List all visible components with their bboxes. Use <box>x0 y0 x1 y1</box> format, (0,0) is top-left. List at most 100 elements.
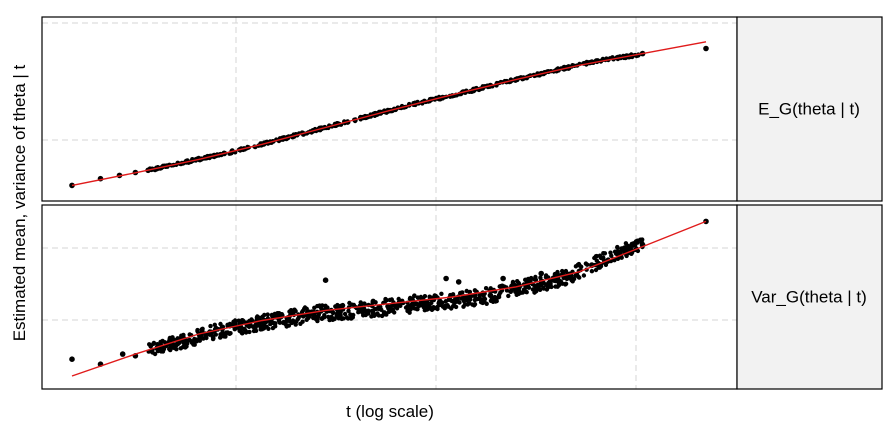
panel-variance-point-band <box>146 237 645 357</box>
panel-variance-band-point <box>601 255 606 260</box>
panel-variance-band-point <box>484 301 489 306</box>
panel-variance-band-point <box>148 344 153 349</box>
panel-variance-point <box>183 337 189 344</box>
panel-variance-band-point <box>506 293 511 299</box>
panel-variance-band-point <box>334 314 339 319</box>
panel-variance-band-point <box>412 306 417 311</box>
panel-variance-band-point <box>326 314 331 320</box>
panel-variance-band-point <box>525 284 531 290</box>
panel-variance-band-point <box>152 351 158 357</box>
panel-variance-band-point <box>276 313 281 318</box>
panel-variance-band-point <box>575 273 580 278</box>
panel-variance-band-point <box>287 309 292 314</box>
panel-variance-band-point <box>167 338 172 344</box>
panel-variance-band-point <box>478 296 483 302</box>
panel-variance-outlier-point <box>455 279 462 285</box>
panel-variance-band-point <box>581 273 587 278</box>
panel-variance-band-point <box>262 312 267 318</box>
panel-variance-band-point <box>592 255 597 261</box>
panel-variance-band-point <box>194 339 199 344</box>
panel-variance-band-point <box>603 262 609 267</box>
panel-variance-band-point <box>407 307 412 313</box>
panel-mean-band-point <box>600 56 606 62</box>
panel-variance-band-point <box>464 288 469 294</box>
panel-variance-band-point <box>210 336 216 342</box>
panel-variance-band-point <box>363 312 368 318</box>
panel-variance-point <box>360 306 367 312</box>
panel-variance-band-point <box>195 327 200 333</box>
panel-variance-band-point <box>602 251 608 256</box>
panel-variance-band-point <box>315 303 320 309</box>
panel-variance-band-point <box>316 314 321 319</box>
panel-variance-band-point <box>383 296 388 302</box>
panel-mean-strip-label: E_G(theta | t) <box>758 99 860 118</box>
panel-variance-band-point <box>575 262 581 267</box>
panel-variance-band-point <box>571 276 577 282</box>
panel-variance-band-point <box>247 318 252 324</box>
panel-variance-band-point <box>563 281 568 287</box>
panel-variance-band-point <box>246 324 252 329</box>
panel-variance-band-point <box>159 349 164 354</box>
panel-variance-point <box>284 316 291 322</box>
panel-variance-band-point <box>422 299 427 305</box>
panel-variance-band-point <box>492 294 497 300</box>
panel-variance-band-point <box>429 300 434 306</box>
panel-variance-band-point <box>322 315 327 320</box>
panel-variance-band-point <box>252 328 257 333</box>
panel-variance-point <box>538 280 544 287</box>
panel-variance-band-point <box>442 306 447 311</box>
x-axis-label: t (log scale) <box>346 402 434 421</box>
panel-variance-band-point <box>424 303 429 309</box>
panel-variance-band-point <box>480 300 485 306</box>
panel-variance-band-point <box>273 321 278 326</box>
panel-variance-band-point <box>247 329 252 335</box>
panel-variance-band-point <box>259 325 264 331</box>
panel-variance-band-point <box>579 264 584 269</box>
panel-variance-band-point <box>218 335 223 340</box>
panel-variance-band-point <box>455 299 460 304</box>
panel-variance-band-point <box>341 316 346 321</box>
panel-variance-band-point <box>276 318 282 323</box>
panel-variance-band-point <box>597 265 602 270</box>
panel-variance-band-point <box>533 277 539 282</box>
panel-variance-band-point <box>386 309 392 314</box>
panel-variance-point <box>119 351 126 357</box>
panel-variance-band-point <box>403 305 409 310</box>
panel-variance-band-point <box>183 345 188 350</box>
panel-variance-band-point <box>462 302 468 307</box>
panel-variance-band-point <box>358 300 363 305</box>
panel-variance-outlier-point <box>443 275 449 282</box>
panel-variance-band-point <box>379 307 384 312</box>
panel-variance-point <box>436 299 443 305</box>
panel-variance-band-point <box>370 311 376 316</box>
panel-variance-band-point <box>541 285 546 290</box>
panel-variance-band-point <box>230 321 235 327</box>
panel-variance-band-point <box>631 241 636 246</box>
panel-mean-strip <box>736 16 883 202</box>
panel-variance-band-point <box>471 303 477 308</box>
panel-mean: E_G(theta | t) <box>41 16 883 202</box>
panel-variance-band-point <box>225 330 230 335</box>
panel-variance-strip-label: Var_G(theta | t) <box>751 287 867 306</box>
panel-variance-band-point <box>376 313 381 318</box>
panel-variance-point <box>462 295 468 302</box>
panel-variance-band-point <box>415 295 421 300</box>
panel-variance-band-point <box>374 306 379 311</box>
panel-variance-band-point <box>422 294 428 299</box>
panel-variance-outlier-point <box>538 270 544 277</box>
panel-mean-grid <box>42 17 737 201</box>
panel-variance-band-point <box>589 269 595 274</box>
panel-mean-fit-line <box>71 41 707 187</box>
panel-variance-band-point <box>629 251 634 256</box>
panel-variance-band-point <box>222 334 227 339</box>
panel-variance-band-point <box>615 245 620 250</box>
panel-variance-band-point <box>162 340 168 345</box>
panel-variance-band-point <box>302 305 308 310</box>
panel-variance-band-point <box>270 325 276 331</box>
panel-variance-band-point <box>392 310 397 315</box>
panel-variance-strip <box>736 204 883 390</box>
panel-variance-band-point <box>483 286 489 291</box>
panel-variance-band-point <box>151 341 156 346</box>
panel-variance-band-point <box>265 312 270 317</box>
panel-variance-band-point <box>433 293 438 299</box>
